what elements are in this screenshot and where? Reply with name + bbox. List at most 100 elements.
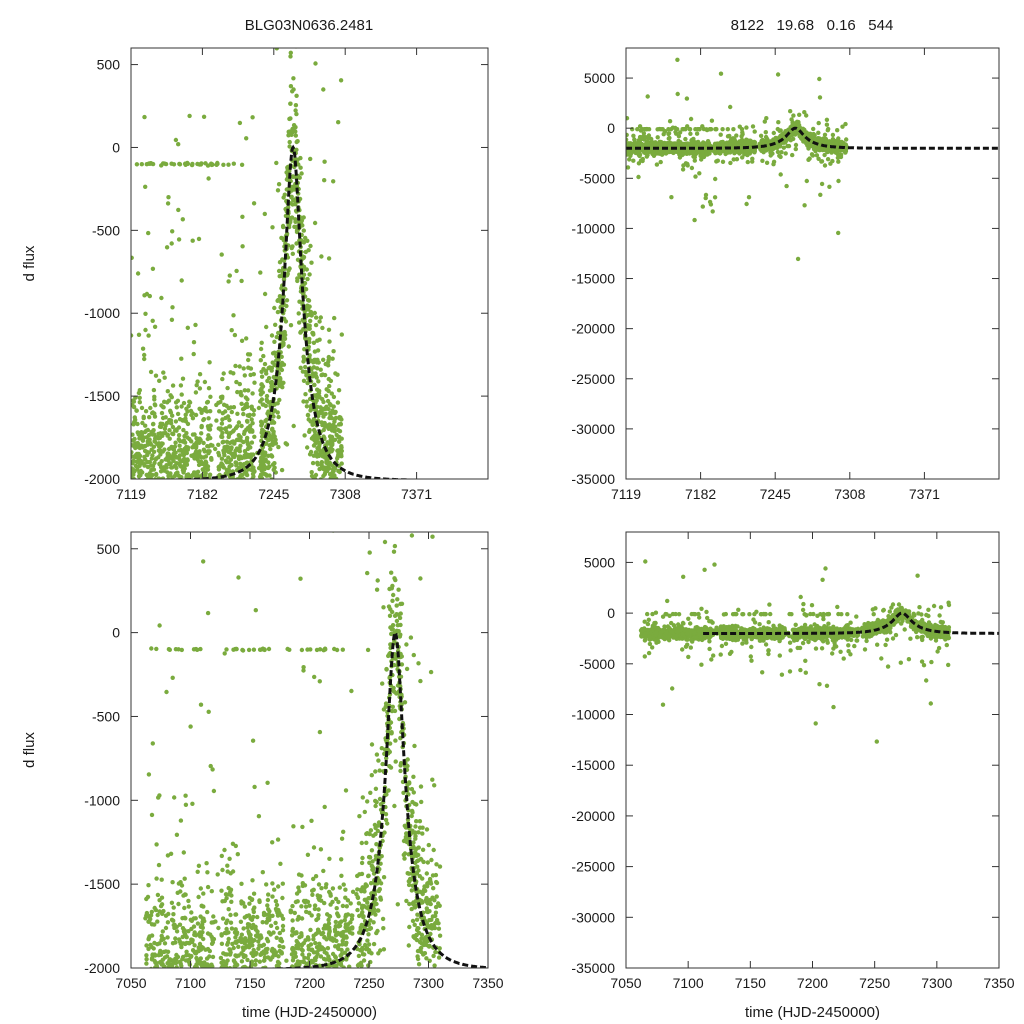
data-point [817,76,822,82]
data-point [416,830,421,835]
data-point [131,255,134,260]
data-point [235,969,239,973]
data-point [298,997,302,1001]
data-point [830,138,835,144]
data-point [277,260,283,265]
data-point [192,456,197,461]
data-point [332,315,337,321]
data-point [248,372,253,378]
data-point [658,127,664,132]
data-point [243,484,247,488]
data-point [327,415,332,421]
data-point [206,416,211,421]
data-point [197,436,202,441]
data-point [243,501,247,505]
data-point [179,493,183,497]
data-point [785,143,790,149]
data-point [335,507,339,511]
data-point [308,408,313,413]
data-point [235,411,240,416]
data-point [241,462,247,467]
data-point [431,953,436,959]
data-point [139,502,143,506]
data-point [245,352,251,357]
data-point [305,445,310,450]
data-point [170,424,176,430]
data-point [304,404,310,409]
data-point [311,417,317,422]
data-point [233,363,238,369]
data-point [844,137,849,142]
data-point [636,149,641,154]
data-point [176,503,180,507]
data-point [223,415,228,421]
data-point [326,354,331,360]
data-point [205,163,211,168]
data-point [693,174,698,179]
data-point [184,430,189,436]
data-point [728,141,733,147]
data-point [152,460,157,466]
data-point [245,435,250,441]
data-point [317,508,321,512]
data-point [148,369,154,375]
data-point [165,470,170,475]
data-point [822,152,827,158]
data-point [240,407,246,412]
data-point [241,479,245,483]
data-point [237,481,241,485]
data-point [249,968,253,972]
data-point [237,493,241,497]
data-point [153,373,159,378]
data-point [819,159,825,164]
data-point [207,472,213,477]
data-point [206,509,210,513]
data-point [339,461,344,466]
data-point [693,127,698,132]
data-point [154,504,158,508]
data-point [220,482,224,486]
data-point [221,492,225,496]
data-point [147,487,151,491]
data-point [672,141,678,146]
data-point [248,485,252,489]
data-point [175,411,181,417]
data-point [143,507,147,511]
data-point [246,357,251,363]
data-point [165,455,170,460]
data-point [200,504,204,508]
data-point [177,477,182,479]
data-point [329,982,333,986]
data-point [309,473,315,479]
data-point [235,424,240,429]
data-point [778,172,783,177]
data-point [161,494,165,498]
data-point [173,505,177,509]
data-point [296,311,301,316]
data-point [298,365,303,370]
data-point [233,460,238,465]
data-point [263,472,268,477]
data-point [146,883,151,888]
data-point [250,477,255,479]
data-point [203,459,208,464]
data-point [193,412,199,418]
data-point [224,507,228,511]
data-point [172,509,176,513]
data-point [328,378,334,384]
data-point [190,509,194,513]
data-point [330,408,335,413]
data-point [176,207,181,213]
data-point [777,128,782,133]
data-point [310,892,315,897]
data-point [259,460,264,466]
data-point [252,500,256,504]
x-tick-label: 7182 [685,486,716,502]
data-point [199,505,203,509]
data-point [816,120,821,126]
data-point [167,428,172,433]
data-point [262,453,267,458]
data-point [326,363,331,368]
data-point [324,393,329,398]
data-point [235,495,239,499]
